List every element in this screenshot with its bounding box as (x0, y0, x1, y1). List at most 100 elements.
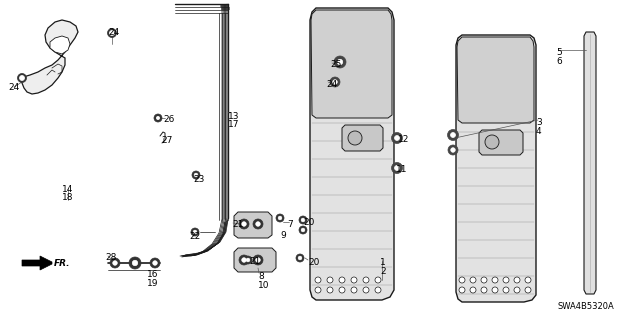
Circle shape (470, 287, 476, 293)
Text: 14: 14 (62, 185, 74, 194)
Circle shape (327, 287, 333, 293)
Text: 20: 20 (308, 258, 319, 267)
Circle shape (525, 277, 531, 283)
Circle shape (113, 261, 117, 265)
Text: 2: 2 (380, 267, 386, 276)
Circle shape (392, 162, 403, 174)
Circle shape (253, 219, 263, 229)
Text: 9: 9 (280, 231, 285, 240)
Circle shape (110, 258, 120, 268)
Circle shape (296, 254, 304, 262)
Circle shape (244, 256, 252, 264)
Circle shape (246, 258, 250, 262)
Text: 25: 25 (330, 60, 341, 69)
Polygon shape (342, 125, 383, 151)
Circle shape (239, 219, 249, 229)
Polygon shape (457, 37, 534, 123)
Text: 1: 1 (380, 258, 386, 267)
Circle shape (276, 214, 284, 222)
Circle shape (301, 218, 305, 222)
Polygon shape (584, 32, 596, 294)
Polygon shape (456, 35, 536, 302)
Circle shape (485, 135, 499, 149)
Text: 5: 5 (556, 48, 562, 57)
Circle shape (451, 132, 456, 137)
Circle shape (242, 258, 246, 262)
Text: 22: 22 (189, 232, 200, 241)
Circle shape (337, 59, 342, 65)
Circle shape (153, 261, 157, 265)
Polygon shape (20, 20, 78, 94)
Text: 26: 26 (163, 115, 174, 124)
Circle shape (363, 287, 369, 293)
Polygon shape (479, 130, 523, 155)
Text: 6: 6 (556, 57, 562, 66)
Circle shape (193, 230, 197, 234)
Polygon shape (50, 36, 70, 54)
Circle shape (194, 173, 198, 177)
Text: 18: 18 (62, 193, 74, 202)
Text: 7: 7 (287, 220, 292, 229)
Circle shape (129, 257, 141, 269)
Circle shape (156, 116, 159, 120)
Circle shape (330, 77, 340, 87)
Text: 19: 19 (147, 279, 159, 288)
Circle shape (256, 258, 260, 262)
Circle shape (256, 222, 260, 226)
Text: 27: 27 (161, 136, 172, 145)
Circle shape (301, 228, 305, 232)
Text: 21: 21 (232, 220, 243, 229)
Circle shape (459, 277, 465, 283)
Circle shape (514, 287, 520, 293)
Circle shape (333, 80, 337, 84)
Circle shape (109, 31, 115, 35)
Circle shape (334, 56, 346, 68)
Text: 12: 12 (398, 135, 410, 144)
Text: 28: 28 (105, 253, 116, 262)
Text: 3: 3 (536, 118, 541, 127)
Text: SWA4B5320A: SWA4B5320A (558, 302, 615, 311)
Circle shape (253, 255, 263, 265)
Circle shape (351, 277, 357, 283)
Circle shape (348, 131, 362, 145)
Circle shape (339, 287, 345, 293)
Text: FR.: FR. (54, 258, 70, 268)
Polygon shape (234, 248, 276, 272)
Text: 4: 4 (536, 127, 541, 136)
Circle shape (481, 277, 487, 283)
Polygon shape (310, 8, 394, 300)
Circle shape (492, 287, 498, 293)
Circle shape (492, 277, 498, 283)
Text: 13: 13 (228, 112, 239, 121)
Circle shape (503, 287, 509, 293)
Circle shape (351, 287, 357, 293)
Circle shape (459, 287, 465, 293)
Circle shape (150, 258, 160, 268)
Circle shape (339, 277, 345, 283)
Text: 20: 20 (303, 218, 314, 227)
Circle shape (375, 287, 381, 293)
Circle shape (108, 28, 116, 38)
Circle shape (392, 132, 403, 144)
Circle shape (447, 130, 458, 140)
Circle shape (239, 255, 249, 265)
Circle shape (470, 277, 476, 283)
Circle shape (394, 136, 399, 140)
Polygon shape (234, 212, 272, 238)
Text: 24: 24 (326, 80, 337, 89)
Circle shape (448, 145, 458, 155)
Polygon shape (311, 10, 392, 118)
Polygon shape (22, 256, 52, 270)
Circle shape (154, 114, 162, 122)
Circle shape (299, 216, 307, 224)
Circle shape (451, 148, 455, 152)
Circle shape (278, 216, 282, 220)
Circle shape (315, 277, 321, 283)
Circle shape (315, 287, 321, 293)
Circle shape (394, 166, 399, 170)
Circle shape (192, 171, 200, 179)
Circle shape (19, 76, 24, 80)
Circle shape (514, 277, 520, 283)
Text: 10: 10 (258, 281, 269, 290)
Text: 23: 23 (193, 175, 204, 184)
